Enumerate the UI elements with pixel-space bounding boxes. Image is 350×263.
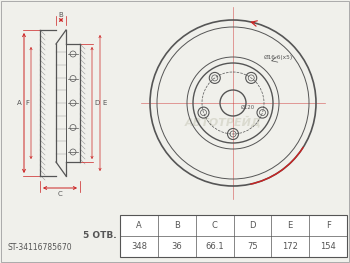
Text: 66.1: 66.1 xyxy=(205,242,224,251)
Text: C: C xyxy=(58,191,62,197)
Text: Ø16.6(x5): Ø16.6(x5) xyxy=(263,54,293,59)
Text: E: E xyxy=(288,221,293,230)
Text: B: B xyxy=(174,221,180,230)
Text: 5 OTB.: 5 OTB. xyxy=(83,231,117,240)
Text: Ø120: Ø120 xyxy=(241,104,255,109)
Text: B: B xyxy=(59,12,63,18)
Text: F: F xyxy=(25,100,29,106)
Text: 172: 172 xyxy=(282,242,298,251)
Text: D: D xyxy=(94,100,100,106)
Text: 348: 348 xyxy=(131,242,147,251)
Text: ST-34116785670: ST-34116785670 xyxy=(8,244,73,252)
Text: D: D xyxy=(249,221,256,230)
Text: ABTOTPЕЙД: ABTOTPЕЙД xyxy=(185,115,261,127)
Text: A: A xyxy=(17,100,21,106)
Text: 36: 36 xyxy=(172,242,182,251)
Text: A: A xyxy=(136,221,142,230)
Text: E: E xyxy=(103,100,107,106)
Bar xyxy=(120,215,347,257)
Text: 154: 154 xyxy=(320,242,336,251)
Text: C: C xyxy=(212,221,217,230)
Text: F: F xyxy=(326,221,330,230)
Text: 75: 75 xyxy=(247,242,258,251)
